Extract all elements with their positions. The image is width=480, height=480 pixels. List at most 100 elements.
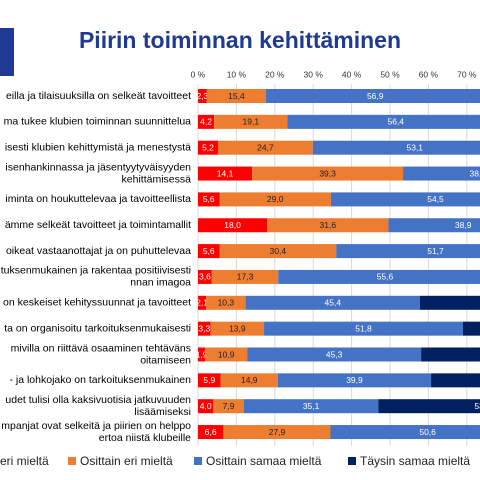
category-label: on keskeiset kehityssuunnat ja tavoittee…	[3, 297, 191, 309]
value-label: 39,9	[346, 375, 363, 385]
value-label: 45,4	[325, 298, 342, 308]
value-label: 14,1	[217, 168, 234, 178]
bar-segment	[219, 244, 337, 259]
value-label: 35,1	[303, 401, 320, 411]
bar-segment	[245, 295, 420, 310]
x-tick-label: 0 %	[191, 69, 206, 79]
value-label: 5,6	[203, 246, 215, 256]
bar-segment	[336, 244, 480, 259]
bar-segment	[378, 399, 480, 414]
value-label: 45,3	[326, 349, 343, 359]
category-label: ertoa niistä klubeille	[99, 432, 191, 444]
bar-segment	[198, 269, 212, 284]
value-label: 6,6	[205, 427, 217, 437]
bar-segment	[403, 166, 480, 181]
bar-segment	[287, 114, 480, 129]
bar-segment	[198, 218, 268, 233]
bar-segment	[330, 425, 480, 440]
bar-segment	[219, 192, 331, 207]
bar-segment	[211, 269, 279, 284]
bar-segment	[213, 399, 244, 414]
bar-segment	[206, 295, 246, 310]
legend-marker	[194, 457, 202, 465]
bar-segment	[252, 166, 404, 181]
bar-segment	[462, 321, 480, 336]
bar-segment	[198, 166, 253, 181]
value-label: 7,9	[223, 401, 235, 411]
category-label: mivilla on riittävä osaaminen tehtäväns	[11, 342, 191, 354]
category-label: lisäämiseksi	[134, 406, 191, 418]
bar-segment	[198, 140, 218, 155]
value-label: 31,6	[320, 220, 337, 230]
bar-segment	[198, 347, 206, 362]
legend-label: eri mieltä	[0, 454, 49, 468]
value-label: 4,0	[200, 401, 212, 411]
value-label: 10,3	[218, 298, 235, 308]
value-label: 38,9	[469, 168, 480, 178]
bar-segment	[264, 321, 463, 336]
value-label: 51,8	[355, 323, 372, 333]
value-label: 5,2	[202, 142, 214, 152]
bar-segment	[431, 373, 480, 388]
value-label: 54,5	[427, 194, 444, 204]
category-label: - ja lohkojako on tarkoituksenmukainen	[9, 374, 191, 386]
category-label: ta on organisoitu tarkoituksenmukaisesti	[4, 322, 191, 334]
value-label: 27,9	[269, 427, 286, 437]
value-label: 39,3	[319, 168, 336, 178]
x-tick-label: 30 %	[304, 69, 324, 79]
category-label: udet tulisi olla kaksivuotisia jatkuvuud…	[5, 394, 191, 406]
x-tick-label: 50 %	[380, 69, 400, 79]
value-label: 5,6	[203, 194, 215, 204]
x-tick-label: 60 %	[419, 69, 439, 79]
category-label: isesti klubien kehittymistä ja menestyst…	[5, 141, 191, 153]
bar-segment	[210, 321, 265, 336]
bar-segment	[265, 89, 480, 103]
value-label: 2,1	[196, 298, 208, 308]
bar-segment	[217, 140, 313, 155]
bar-segment	[220, 373, 278, 388]
value-label: 29,0	[267, 194, 284, 204]
value-label: 2,3	[197, 91, 209, 101]
value-label: 30,4	[270, 246, 287, 256]
value-label: 3,6	[199, 272, 211, 282]
value-label: 14,9	[241, 375, 258, 385]
logo-fragment	[0, 28, 14, 76]
category-label: kehittämisessä	[122, 173, 192, 185]
value-label: 56,4	[387, 117, 404, 127]
category-label: oitamiseen	[140, 354, 191, 366]
bar-segment	[243, 399, 379, 414]
bar-segment	[388, 218, 480, 233]
x-tick-label: 40 %	[342, 69, 362, 79]
value-label: 53,	[474, 401, 480, 411]
category-label: tuksenmukainen ja rakentaa positiivisest…	[1, 265, 191, 277]
bar-segment	[267, 218, 389, 233]
bar-segment	[205, 347, 248, 362]
value-label: 13,9	[229, 323, 246, 333]
value-label: 5,9	[203, 375, 215, 385]
bar-segment	[198, 373, 221, 388]
value-label: 10,9	[218, 349, 235, 359]
value-label: 1,9	[196, 349, 208, 359]
value-label: 3,3	[198, 323, 210, 333]
value-label: 4,2	[200, 117, 212, 127]
bar-segment	[277, 373, 432, 388]
category-label: nnan imagoa	[130, 277, 191, 289]
value-label: 19,1	[243, 117, 260, 127]
category-label: ma tukee klubien toiminnan suunnittelua	[4, 116, 192, 128]
chart-title: Piirin toiminnan kehittäminen	[79, 27, 401, 53]
legend-label: Täysin samaa mieltä	[360, 454, 470, 468]
bar-segment	[198, 89, 207, 103]
x-tick-label: 20 %	[265, 69, 285, 79]
x-tick-label: 70 %	[457, 69, 477, 79]
value-label: 55,6	[377, 272, 394, 282]
category-label: isenhankinnassa ja jäsentyytyväisyyden	[5, 161, 191, 173]
category-label: eilla ja tilaisuuksilla on selkeät tavoi…	[6, 90, 191, 102]
value-label: 17,3	[237, 272, 254, 282]
value-label: 53,1	[406, 142, 423, 152]
category-label: iminta on houkuttelevaa ja tavoitteellis…	[5, 193, 191, 205]
value-label: 24,7	[257, 142, 274, 152]
bar-segment	[206, 89, 266, 103]
x-tick-label: 10 %	[227, 69, 247, 79]
bar-segment	[214, 114, 288, 129]
